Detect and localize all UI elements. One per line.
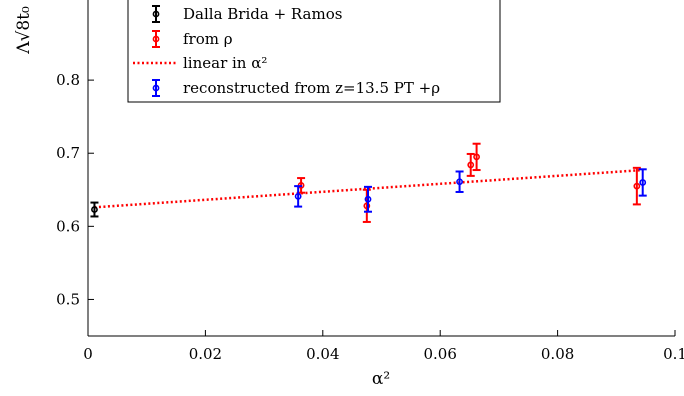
y-tick-label: 0.5 [56,290,80,308]
legend-label: reconstructed from z=13.5 PT +ρ [183,79,440,97]
legend-marker [152,35,160,43]
legend-label: Dalla Brida + Ramos [183,5,342,23]
legend-entry: from ρ [152,30,233,48]
data-marker [364,195,372,203]
x-tick-label: 0.04 [306,345,339,363]
legend-box [127,0,501,103]
legend-label: from ρ [183,30,233,48]
data-points-layer [90,142,647,223]
data-marker [633,182,641,190]
data-point-series-1 [472,142,481,172]
data-marker [294,192,302,200]
data-marker [456,178,463,186]
y-axis-title: Λ√8t₀ [14,6,34,55]
x-tick-label: 0.02 [189,345,222,363]
data-point-series-1 [466,152,475,177]
data-point-series-3 [363,185,372,213]
legend-entry: reconstructed from z=13.5 PT +ρ [152,79,440,97]
y-tick-label: 0.8 [56,71,80,89]
legend-marker [152,84,160,92]
data-point-series-1 [362,188,371,223]
axis-ticks: 0 0.02 0.04 0.06 0.08 0.1 0.5 0.6 0.7 0.8 [56,71,684,363]
legend: Dalla Brida + Ramos from ρ linear in α² rec… [127,0,501,103]
y-tick-label: 0.7 [56,144,80,162]
x-axis-title: α² [372,369,390,389]
data-marker [467,161,475,169]
y-tick-label: 0.6 [56,217,80,235]
x-tick-label: 0.08 [541,345,574,363]
x-tick-label: 0.1 [663,345,684,363]
data-point-series-0 [90,201,99,218]
data-marker [473,153,480,161]
legend-marker [152,10,160,18]
x-tick-label: 0 [83,345,93,363]
legend-entry: linear in α² [133,54,267,72]
data-point-series-3 [455,170,464,193]
data-marker [363,202,371,210]
legend-label: linear in α² [183,54,267,72]
data-marker [91,206,98,213]
data-point-series-1 [632,166,641,206]
data-point-series-3 [638,168,647,197]
data-marker [639,179,647,186]
data-point-series-3 [294,185,303,208]
legend-entry: Dalla Brida + Ramos [152,5,342,23]
x-tick-label: 0.06 [423,345,456,363]
